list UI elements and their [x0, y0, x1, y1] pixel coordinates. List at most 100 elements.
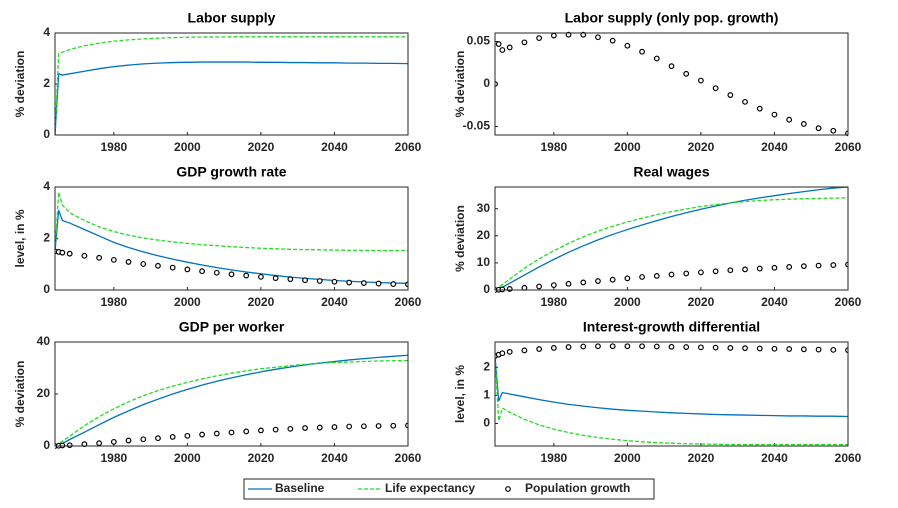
- marker: [125, 437, 132, 444]
- x-tick-label: 2060: [835, 140, 862, 154]
- marker: [624, 42, 631, 49]
- marker: [155, 262, 161, 269]
- axes-box: [54, 186, 409, 291]
- marker: [258, 273, 264, 280]
- marker: [668, 271, 675, 278]
- y-tick-label: 2: [43, 76, 50, 90]
- marker: [287, 276, 294, 283]
- marker: [786, 346, 793, 352]
- marker: [272, 426, 279, 433]
- marker: [786, 116, 793, 123]
- line: [495, 356, 848, 446]
- marker: [771, 345, 778, 352]
- marker: [668, 63, 675, 70]
- marker: [499, 286, 506, 293]
- marker: [346, 423, 353, 430]
- y-tick-label: 10: [477, 255, 491, 269]
- y-tick-label: 0: [43, 438, 50, 452]
- marker: [639, 48, 645, 55]
- y-tick-label: 20: [37, 386, 51, 400]
- marker: [668, 343, 675, 350]
- marker: [683, 70, 690, 77]
- x-tick-label: 2000: [614, 140, 641, 154]
- marker: [815, 125, 822, 132]
- marker: [595, 278, 601, 284]
- x-tick-label: 2060: [395, 451, 422, 465]
- panel: Labor supply (only pop. growth) % deviati…: [453, 10, 861, 154]
- marker: [742, 98, 748, 105]
- marker: [756, 265, 763, 272]
- line: [55, 354, 408, 447]
- marker: [521, 39, 528, 46]
- marker: [125, 259, 132, 265]
- marker: [653, 273, 660, 279]
- marker: [550, 282, 557, 289]
- y-axis-label: % deviation: [453, 205, 467, 272]
- x-tick-label: 2040: [321, 451, 348, 465]
- x-tick-label: 2020: [688, 140, 715, 154]
- legend-label: Population growth: [525, 481, 630, 495]
- marker: [624, 275, 631, 282]
- y-tick-label: 0: [483, 282, 490, 296]
- marker: [213, 430, 220, 437]
- x-tick-label: 2000: [614, 451, 641, 465]
- marker: [499, 350, 506, 357]
- marker: [609, 343, 616, 350]
- marker: [712, 268, 719, 275]
- x-tick-label: 1980: [100, 295, 127, 309]
- plot-area: [55, 36, 408, 136]
- marker: [815, 262, 822, 269]
- x-tick-label: 2060: [835, 451, 862, 465]
- marker: [506, 286, 513, 292]
- marker: [96, 440, 103, 447]
- line: [55, 209, 408, 284]
- marker: [59, 442, 66, 449]
- x-tick-label: 1980: [540, 451, 567, 465]
- panel: Labor supply % deviation 1980 2000 2020 2040 2…: [13, 10, 421, 154]
- marker: [140, 261, 147, 267]
- x-tick-label: 2000: [174, 451, 201, 465]
- legend: Baseline Life expectancy Population growth: [243, 478, 655, 500]
- y-tick-label: 0: [483, 416, 490, 430]
- marker: [565, 280, 572, 287]
- axes-box: [54, 32, 409, 136]
- marker: [59, 249, 66, 256]
- y-tick-label: 1: [483, 388, 490, 402]
- marker: [536, 35, 543, 41]
- axes-box: [494, 186, 849, 291]
- panel: Real wages % deviation 1980 2000 2020 2040 206…: [453, 164, 861, 309]
- marker: [609, 37, 616, 44]
- marker: [550, 32, 557, 39]
- marker: [184, 266, 191, 273]
- marker: [506, 348, 513, 355]
- marker: [595, 34, 601, 41]
- marker: [698, 269, 704, 276]
- y-tick-label: 0: [483, 76, 490, 90]
- marker: [66, 442, 73, 449]
- panel-title: GDP growth rate: [176, 164, 286, 180]
- x-tick-label: 2040: [321, 140, 348, 154]
- x-tick-label: 2060: [835, 295, 862, 309]
- marker: [375, 423, 382, 429]
- y-tick-label: 0.05: [467, 34, 491, 48]
- marker: [258, 427, 264, 434]
- x-tick-label: 2020: [248, 451, 275, 465]
- marker: [683, 270, 690, 277]
- marker: [771, 264, 778, 271]
- x-tick-label: 1980: [540, 140, 567, 154]
- marker: [800, 121, 807, 127]
- x-tick-label: 2040: [321, 295, 348, 309]
- y-tick-label: 0: [43, 282, 50, 296]
- marker: [550, 345, 557, 351]
- marker: [536, 283, 543, 290]
- x-tick-label: 2040: [761, 140, 788, 154]
- marker: [272, 275, 279, 282]
- marker: [595, 343, 601, 350]
- marker: [199, 268, 205, 275]
- line: [495, 355, 848, 418]
- marker: [155, 435, 161, 442]
- marker: [609, 276, 616, 283]
